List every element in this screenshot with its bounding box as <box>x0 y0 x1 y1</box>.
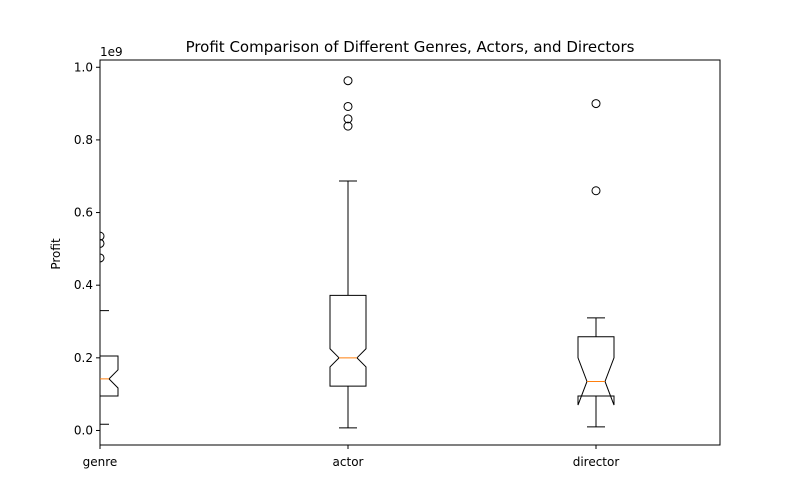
outlier-point-genre <box>100 253 105 263</box>
box-actor <box>329 294 367 387</box>
y-tick-label: 0.6 <box>74 206 93 220</box>
x-tick-label: director <box>573 455 620 469</box>
box-genre <box>100 355 119 397</box>
plot-frame <box>99 59 721 446</box>
chart-title: Profit Comparison of Different Genres, A… <box>186 38 635 56</box>
outlier-point-director <box>591 186 601 196</box>
x-tick-label: genre <box>83 455 118 469</box>
y-tick-label: 1.0 <box>74 60 93 74</box>
outlier-point-actor <box>343 121 353 131</box>
outlier-point-actor <box>343 76 353 86</box>
box-director <box>577 336 615 406</box>
outlier-point-genre <box>100 238 105 248</box>
box-layer <box>100 76 615 429</box>
outlier-point-actor <box>343 101 353 111</box>
y-axis-label: Profit <box>49 238 63 270</box>
x-tick-label: actor <box>333 455 364 469</box>
y-tick-label: 0.0 <box>74 423 93 437</box>
y-tick-label: 0.2 <box>74 351 93 365</box>
outlier-point-director <box>591 99 601 109</box>
y-tick-label: 0.4 <box>74 278 93 292</box>
plot-area: 0.0 0.2 0.4 0.6 0.8 1.0 genre actor director <box>74 59 721 469</box>
y-tick-label: 0.8 <box>74 133 93 147</box>
outlier-point-genre <box>100 231 105 241</box>
y-axis-offset-label: 1e9 <box>100 45 123 59</box>
outlier-point-actor <box>343 114 353 124</box>
